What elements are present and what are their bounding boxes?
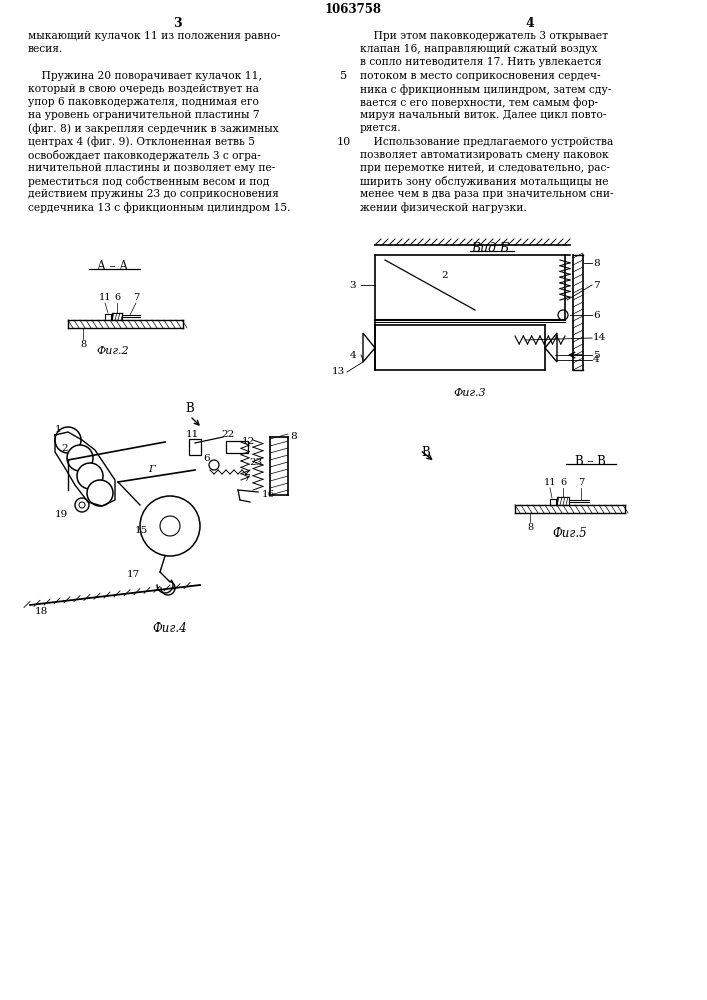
Text: 8: 8 [80,340,86,349]
Text: 16: 16 [262,490,275,499]
Text: позволяет автоматизировать смену паковок: позволяет автоматизировать смену паковок [360,150,609,160]
Text: 12: 12 [241,437,255,446]
Text: ширить зону обслуживания мотальщицы не: ширить зону обслуживания мотальщицы не [360,176,609,187]
Text: 6: 6 [114,293,120,302]
Text: освобождает паковкодержатель 3 с огра-: освобождает паковкодержатель 3 с огра- [28,150,261,161]
Circle shape [55,427,81,453]
Text: 18: 18 [35,607,48,616]
Text: Фиг.2: Фиг.2 [97,346,129,356]
Text: В – В: В – В [575,455,605,468]
Circle shape [87,480,113,506]
Text: 8: 8 [593,258,600,267]
Text: жении физической нагрузки.: жении физической нагрузки. [360,203,527,213]
Text: 11: 11 [544,478,556,487]
Text: ника с фрикционным цилиндром, затем сду-: ника с фрикционным цилиндром, затем сду- [360,84,612,95]
Text: клапан 16, направляющий сжатый воздух: клапан 16, направляющий сжатый воздух [360,44,597,54]
Text: 3: 3 [350,280,356,290]
Text: В: В [186,402,194,415]
Text: 7: 7 [578,478,584,487]
Text: 6: 6 [560,478,566,487]
Text: упор 6 паковкодержателя, поднимая его: упор 6 паковкодержателя, поднимая его [28,97,259,107]
Text: В: В [421,446,431,458]
Text: 4: 4 [593,356,600,364]
Polygon shape [545,333,557,362]
Text: ряется.: ряется. [360,123,402,133]
Text: мыкающий кулачок 11 из положения равно-: мыкающий кулачок 11 из положения равно- [28,31,281,41]
Text: (фиг. 8) и закрепляя сердечник в зажимных: (фиг. 8) и закрепляя сердечник в зажимны… [28,123,279,134]
Text: 19: 19 [54,510,68,519]
Circle shape [160,516,180,536]
Text: Г: Г [148,465,155,474]
Text: 1063758: 1063758 [325,3,382,16]
Text: Фиг.4: Фиг.4 [153,622,187,635]
Text: 2: 2 [442,270,448,279]
Text: 11: 11 [185,430,199,439]
Text: 8: 8 [527,523,533,532]
Circle shape [75,498,89,512]
Bar [226,441,248,453]
Text: 7: 7 [593,280,600,290]
Text: весия.: весия. [28,44,64,54]
Text: 5: 5 [341,71,348,81]
Polygon shape [363,333,375,362]
Text: на уровень ограничительной пластины 7: на уровень ограничительной пластины 7 [28,110,259,120]
Text: 10: 10 [337,137,351,147]
Text: 15: 15 [135,526,148,535]
Text: Фиг.5: Фиг.5 [553,527,588,540]
Circle shape [79,502,85,508]
Text: При этом паковкодержатель 3 открывает: При этом паковкодержатель 3 открывает [360,31,608,41]
Text: 7: 7 [133,293,139,302]
Text: Фиг.3: Фиг.3 [454,388,486,398]
Text: при перемотке нитей, и следовательно, рас-: при перемотке нитей, и следовательно, ра… [360,163,610,173]
Text: ничительной пластины и позволяет ему пе-: ничительной пластины и позволяет ему пе- [28,163,275,173]
Text: 3: 3 [173,17,181,30]
Circle shape [77,463,103,489]
Text: Использование предлагаемого устройства: Использование предлагаемого устройства [360,137,613,147]
Text: 2: 2 [62,444,68,453]
Text: 14: 14 [593,334,606,342]
Circle shape [558,310,568,320]
Bar [189,439,201,455]
Text: 5: 5 [593,351,600,360]
Text: сердечника 13 с фрикционным цилиндром 15.: сердечника 13 с фрикционным цилиндром 15… [28,203,291,213]
Text: Пружина 20 поворачивает кулачок 11,: Пружина 20 поворачивает кулачок 11, [28,71,262,81]
Text: 4: 4 [350,351,356,360]
Text: 6: 6 [204,454,210,463]
Text: который в свою очередь воздействует на: который в свою очередь воздействует на [28,84,259,94]
Text: мируя начальный виток. Далее цикл повто-: мируя начальный виток. Далее цикл повто- [360,110,607,120]
Text: 8: 8 [290,432,297,441]
Text: 13: 13 [332,367,345,376]
Circle shape [209,460,219,470]
Text: 22: 22 [221,430,235,439]
Text: вается с его поверхности, тем самым фор-: вается с его поверхности, тем самым фор- [360,97,598,108]
Circle shape [140,496,200,556]
Text: 23: 23 [250,458,263,467]
Text: 17: 17 [127,570,140,579]
Text: Вид Б: Вид Б [471,242,509,255]
Text: центрах 4 (фиг. 9). Отклоненная ветвь 5: центрах 4 (фиг. 9). Отклоненная ветвь 5 [28,137,255,147]
Text: 7: 7 [243,474,250,483]
Text: реместиться под собственным весом и под: реместиться под собственным весом и под [28,176,269,187]
Text: действием пружины 23 до соприкосновения: действием пружины 23 до соприкосновения [28,189,279,199]
Text: менее чем в два раза при значительном сни-: менее чем в два раза при значительном сн… [360,189,614,199]
Text: 11: 11 [99,293,111,302]
Circle shape [67,445,93,471]
Text: в сопло нитеводителя 17. Нить увлекается: в сопло нитеводителя 17. Нить увлекается [360,57,602,67]
Text: 4: 4 [525,17,534,30]
Text: 6: 6 [593,310,600,320]
Text: потоком в место соприкосновения сердеч-: потоком в место соприкосновения сердеч- [360,71,601,81]
Text: А – А: А – А [98,260,129,273]
Text: 1: 1 [54,425,62,434]
